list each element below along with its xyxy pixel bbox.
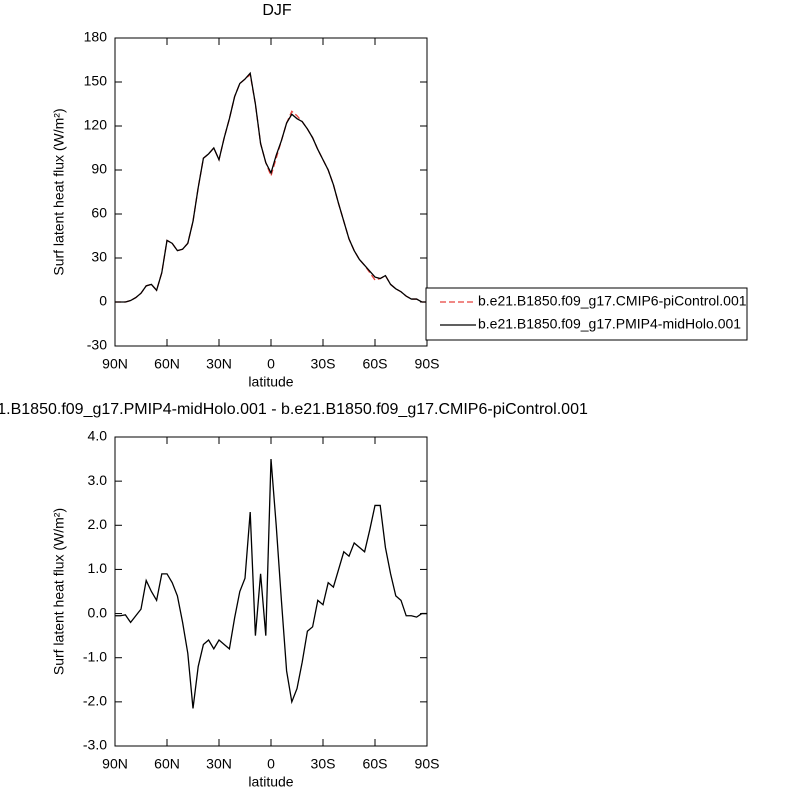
y-tick-label: -1.0	[83, 648, 107, 664]
x-tick-label: 30S	[311, 756, 336, 772]
y-tick-label: -3.0	[83, 737, 107, 753]
x-tick-label: 90S	[415, 756, 440, 772]
data-line	[115, 71, 427, 303]
x-tick-label: 30N	[206, 356, 232, 372]
y-tick-label: 1.0	[88, 560, 108, 576]
y-tick-label: -30	[87, 337, 107, 353]
x-tick-label: 0	[267, 356, 275, 372]
y-tick-label: 0	[99, 293, 107, 309]
y-tick-label: 120	[84, 117, 108, 133]
x-tick-label: 90N	[102, 756, 128, 772]
x-tick-label: 60N	[154, 356, 180, 372]
y-tick-label: 4.0	[88, 428, 108, 444]
y-tick-label: 30	[91, 249, 107, 265]
x-tick-label: 30S	[311, 356, 336, 372]
x-tick-label: 90N	[102, 356, 128, 372]
data-line	[115, 459, 427, 709]
x-tick-label: 60S	[363, 356, 388, 372]
x-tick-label: 30N	[206, 756, 232, 772]
legend-label: b.e21.B1850.f09_g17.CMIP6-piControl.001	[478, 293, 747, 309]
plot-frame	[114, 436, 428, 747]
y-tick-label: 0.0	[88, 604, 108, 620]
y-tick-label: 150	[84, 73, 108, 89]
legend-box	[425, 287, 748, 341]
chart-title: DJF	[262, 2, 292, 19]
x-axis-label: latitude	[248, 374, 293, 390]
y-axis-label: Surf latent heat flux (W/m²)	[51, 108, 67, 275]
y-tick-label: 2.0	[88, 516, 108, 532]
y-tick-label: 180	[84, 29, 108, 45]
y-tick-label: 60	[91, 205, 107, 221]
chart-title: b.e21.B1850.f09_g17.PMIP4-midHolo.001 - …	[0, 401, 588, 418]
x-axis-label: latitude	[248, 774, 293, 790]
x-tick-label: 0	[267, 756, 275, 772]
plot-frame	[114, 37, 428, 347]
x-tick-label: 60N	[154, 756, 180, 772]
legend-label: b.e21.B1850.f09_g17.PMIP4-midHolo.001	[478, 316, 741, 332]
data-line	[115, 73, 427, 303]
y-tick-label: -2.0	[83, 693, 107, 709]
y-tick-label: 90	[91, 161, 107, 177]
y-axis-label: Surf latent heat flux (W/m²)	[51, 508, 67, 675]
y-tick-label: 3.0	[88, 472, 108, 488]
x-tick-label: 90S	[415, 356, 440, 372]
x-tick-label: 60S	[363, 756, 388, 772]
